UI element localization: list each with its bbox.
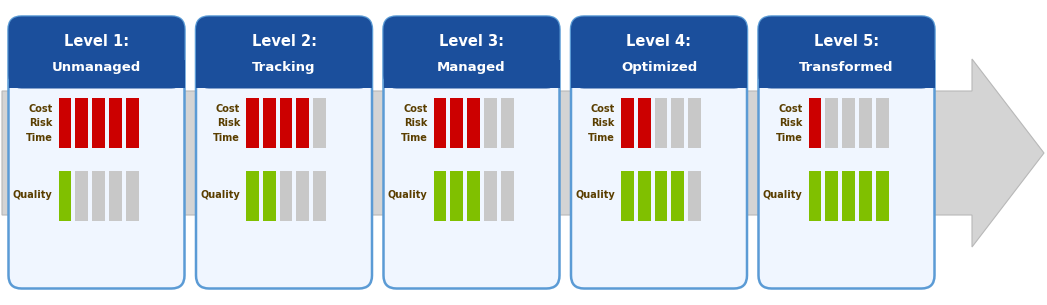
Text: Level 4:: Level 4: bbox=[626, 34, 691, 49]
Text: Quality: Quality bbox=[13, 191, 52, 200]
Bar bbox=[621, 170, 633, 221]
FancyBboxPatch shape bbox=[383, 16, 559, 88]
Text: Tracking: Tracking bbox=[252, 62, 316, 74]
Text: Unmanaged: Unmanaged bbox=[52, 62, 141, 74]
Bar bbox=[75, 170, 88, 221]
FancyBboxPatch shape bbox=[571, 16, 747, 289]
Bar bbox=[484, 99, 496, 149]
Text: Level 1:: Level 1: bbox=[64, 34, 129, 49]
Bar bbox=[280, 99, 292, 149]
Bar bbox=[92, 99, 105, 149]
Text: Level 2:: Level 2: bbox=[251, 34, 316, 49]
Text: Cost: Cost bbox=[28, 104, 52, 114]
Text: Cost: Cost bbox=[778, 104, 802, 114]
Bar bbox=[638, 170, 650, 221]
Text: Optimized: Optimized bbox=[621, 62, 697, 74]
Bar bbox=[75, 99, 88, 149]
Bar bbox=[842, 170, 855, 221]
Text: Quality: Quality bbox=[575, 191, 615, 200]
Text: Cost: Cost bbox=[591, 104, 615, 114]
Text: Time: Time bbox=[776, 133, 802, 143]
Bar bbox=[654, 99, 667, 149]
Bar bbox=[246, 99, 259, 149]
Bar bbox=[8, 60, 184, 88]
Text: Time: Time bbox=[25, 133, 52, 143]
Text: Quality: Quality bbox=[200, 191, 240, 200]
Bar bbox=[126, 99, 138, 149]
Bar bbox=[875, 99, 889, 149]
Text: Risk: Risk bbox=[29, 119, 52, 128]
Bar bbox=[280, 170, 292, 221]
Bar bbox=[688, 170, 701, 221]
Bar bbox=[196, 60, 372, 88]
Text: Risk: Risk bbox=[217, 119, 240, 128]
Bar bbox=[638, 99, 650, 149]
FancyBboxPatch shape bbox=[8, 16, 184, 289]
Bar bbox=[433, 170, 446, 221]
Bar bbox=[450, 99, 463, 149]
Bar bbox=[92, 170, 105, 221]
Bar bbox=[467, 170, 480, 221]
FancyBboxPatch shape bbox=[8, 16, 184, 88]
Bar bbox=[671, 99, 684, 149]
Bar bbox=[59, 170, 71, 221]
Text: Time: Time bbox=[588, 133, 615, 143]
Bar bbox=[859, 170, 872, 221]
Bar bbox=[313, 99, 326, 149]
Bar bbox=[313, 170, 326, 221]
Bar bbox=[126, 170, 138, 221]
Bar bbox=[450, 170, 463, 221]
FancyBboxPatch shape bbox=[383, 16, 559, 289]
Bar bbox=[758, 60, 935, 88]
Bar bbox=[500, 99, 513, 149]
Bar bbox=[808, 99, 821, 149]
Bar bbox=[825, 99, 838, 149]
Text: Cost: Cost bbox=[216, 104, 240, 114]
Bar bbox=[688, 99, 701, 149]
Bar bbox=[109, 170, 121, 221]
Text: Risk: Risk bbox=[592, 119, 615, 128]
FancyBboxPatch shape bbox=[758, 16, 935, 88]
Bar bbox=[500, 170, 513, 221]
Bar bbox=[484, 170, 496, 221]
Bar bbox=[263, 99, 275, 149]
Bar bbox=[654, 170, 667, 221]
Text: Risk: Risk bbox=[404, 119, 427, 128]
Bar bbox=[825, 170, 838, 221]
FancyBboxPatch shape bbox=[196, 16, 372, 289]
Text: Time: Time bbox=[214, 133, 240, 143]
Bar bbox=[263, 170, 275, 221]
Text: Level 5:: Level 5: bbox=[814, 34, 879, 49]
Bar bbox=[808, 170, 821, 221]
FancyBboxPatch shape bbox=[196, 16, 372, 88]
FancyBboxPatch shape bbox=[571, 16, 747, 88]
Text: Managed: Managed bbox=[438, 62, 506, 74]
Polygon shape bbox=[2, 59, 1044, 247]
Bar bbox=[296, 170, 309, 221]
Text: Quality: Quality bbox=[387, 191, 427, 200]
Bar bbox=[621, 99, 633, 149]
Bar bbox=[109, 99, 121, 149]
Text: Transformed: Transformed bbox=[799, 62, 894, 74]
Bar bbox=[296, 99, 309, 149]
Text: Risk: Risk bbox=[779, 119, 802, 128]
Text: Level 3:: Level 3: bbox=[439, 34, 504, 49]
Text: Time: Time bbox=[401, 133, 427, 143]
Bar bbox=[671, 170, 684, 221]
Bar bbox=[842, 99, 855, 149]
Bar bbox=[859, 99, 872, 149]
Text: Quality: Quality bbox=[763, 191, 802, 200]
Text: Cost: Cost bbox=[403, 104, 427, 114]
Bar bbox=[875, 170, 889, 221]
Bar bbox=[467, 99, 480, 149]
Bar bbox=[59, 99, 71, 149]
Bar bbox=[433, 99, 446, 149]
FancyBboxPatch shape bbox=[758, 16, 935, 289]
Bar bbox=[246, 170, 259, 221]
Bar bbox=[383, 60, 559, 88]
Bar bbox=[571, 60, 747, 88]
